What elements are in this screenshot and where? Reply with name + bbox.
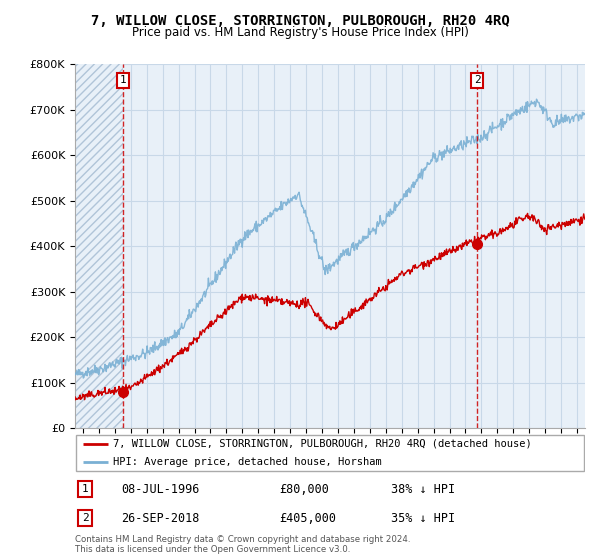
Text: 2: 2	[82, 513, 89, 523]
Text: 1: 1	[82, 484, 89, 494]
Text: 26-SEP-2018: 26-SEP-2018	[121, 512, 199, 525]
Text: 2: 2	[474, 75, 481, 85]
Text: £405,000: £405,000	[279, 512, 336, 525]
Text: Price paid vs. HM Land Registry's House Price Index (HPI): Price paid vs. HM Land Registry's House …	[131, 26, 469, 39]
FancyBboxPatch shape	[76, 435, 584, 471]
Text: 08-JUL-1996: 08-JUL-1996	[121, 483, 199, 496]
Text: Contains HM Land Registry data © Crown copyright and database right 2024.
This d: Contains HM Land Registry data © Crown c…	[75, 535, 410, 554]
Text: 7, WILLOW CLOSE, STORRINGTON, PULBOROUGH, RH20 4RQ (detached house): 7, WILLOW CLOSE, STORRINGTON, PULBOROUGH…	[113, 439, 532, 449]
Text: 7, WILLOW CLOSE, STORRINGTON, PULBOROUGH, RH20 4RQ: 7, WILLOW CLOSE, STORRINGTON, PULBOROUGH…	[91, 14, 509, 28]
Text: £80,000: £80,000	[279, 483, 329, 496]
Text: HPI: Average price, detached house, Horsham: HPI: Average price, detached house, Hors…	[113, 458, 382, 467]
Bar	[75, 64, 123, 428]
Text: 38% ↓ HPI: 38% ↓ HPI	[391, 483, 455, 496]
Text: 35% ↓ HPI: 35% ↓ HPI	[391, 512, 455, 525]
Text: 1: 1	[120, 75, 127, 85]
